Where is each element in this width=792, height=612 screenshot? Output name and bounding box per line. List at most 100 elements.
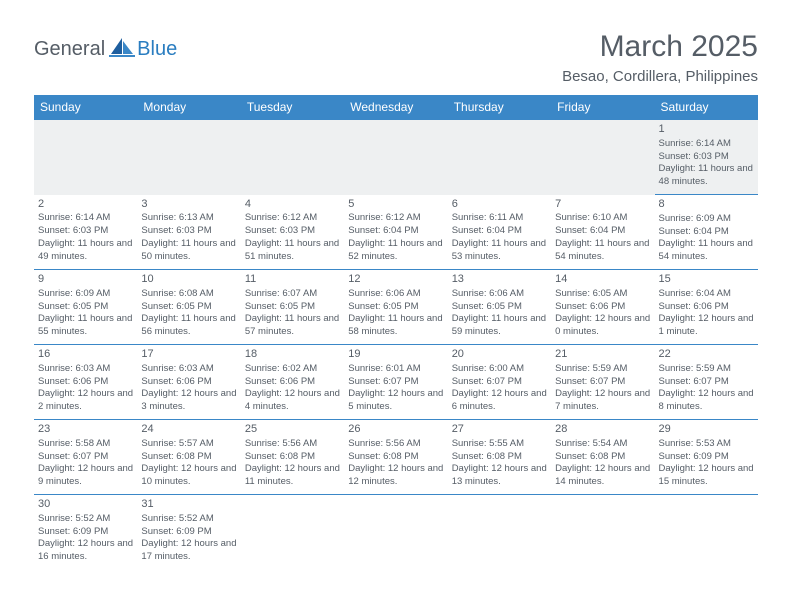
sunset-text: Sunset: 6:03 PM	[659, 151, 754, 164]
calendar-day-cell	[655, 495, 758, 570]
sunset-text: Sunset: 6:06 PM	[245, 376, 340, 389]
day-number: 27	[452, 422, 547, 437]
calendar-day-cell: 2Sunrise: 6:14 AMSunset: 6:03 PMDaylight…	[34, 195, 137, 270]
weekday-header-row: Sunday Monday Tuesday Wednesday Thursday…	[34, 95, 758, 120]
sunset-text: Sunset: 6:08 PM	[141, 451, 236, 464]
calendar-day-cell: 13Sunrise: 6:06 AMSunset: 6:05 PMDayligh…	[448, 270, 551, 345]
calendar-day-cell: 3Sunrise: 6:13 AMSunset: 6:03 PMDaylight…	[137, 195, 240, 270]
sunrise-text: Sunrise: 6:03 AM	[38, 363, 133, 376]
sunrise-text: Sunrise: 6:09 AM	[38, 288, 133, 301]
sunset-text: Sunset: 6:06 PM	[141, 376, 236, 389]
daylight-text: Daylight: 12 hours and 14 minutes.	[555, 463, 650, 489]
sunset-text: Sunset: 6:05 PM	[245, 301, 340, 314]
day-number: 29	[659, 422, 754, 437]
daylight-text: Daylight: 12 hours and 0 minutes.	[555, 313, 650, 339]
day-number: 30	[38, 497, 133, 512]
daylight-text: Daylight: 12 hours and 15 minutes.	[659, 463, 754, 489]
sunset-text: Sunset: 6:05 PM	[348, 301, 443, 314]
sunset-text: Sunset: 6:08 PM	[452, 451, 547, 464]
day-number: 8	[659, 197, 754, 212]
day-number: 13	[452, 272, 547, 287]
calendar-day-cell: 11Sunrise: 6:07 AMSunset: 6:05 PMDayligh…	[241, 270, 344, 345]
day-number: 2	[38, 197, 133, 212]
daylight-text: Daylight: 11 hours and 50 minutes.	[141, 238, 236, 264]
calendar-body: 1Sunrise: 6:14 AMSunset: 6:03 PMDaylight…	[34, 120, 758, 570]
calendar-day-cell: 17Sunrise: 6:03 AMSunset: 6:06 PMDayligh…	[137, 345, 240, 420]
sunset-text: Sunset: 6:07 PM	[659, 376, 754, 389]
sunrise-text: Sunrise: 6:00 AM	[452, 363, 547, 376]
calendar-day-cell: 21Sunrise: 5:59 AMSunset: 6:07 PMDayligh…	[551, 345, 654, 420]
calendar-day-cell: 14Sunrise: 6:05 AMSunset: 6:06 PMDayligh…	[551, 270, 654, 345]
sunset-text: Sunset: 6:05 PM	[38, 301, 133, 314]
logo-sail-icon	[109, 36, 135, 63]
sunrise-text: Sunrise: 6:14 AM	[38, 212, 133, 225]
calendar-week-row: 1Sunrise: 6:14 AMSunset: 6:03 PMDaylight…	[34, 120, 758, 195]
calendar-day-cell: 1Sunrise: 6:14 AMSunset: 6:03 PMDaylight…	[655, 120, 758, 195]
logo-text-general: General	[34, 38, 105, 61]
sunrise-text: Sunrise: 6:09 AM	[659, 213, 754, 226]
calendar-week-row: 30Sunrise: 5:52 AMSunset: 6:09 PMDayligh…	[34, 495, 758, 570]
sunrise-text: Sunrise: 6:03 AM	[141, 363, 236, 376]
sunrise-text: Sunrise: 6:05 AM	[555, 288, 650, 301]
calendar-day-cell: 5Sunrise: 6:12 AMSunset: 6:04 PMDaylight…	[344, 195, 447, 270]
sunset-text: Sunset: 6:07 PM	[348, 376, 443, 389]
day-number: 18	[245, 347, 340, 362]
sunrise-text: Sunrise: 6:01 AM	[348, 363, 443, 376]
sunset-text: Sunset: 6:04 PM	[348, 225, 443, 238]
daylight-text: Daylight: 11 hours and 55 minutes.	[38, 313, 133, 339]
sunrise-text: Sunrise: 5:58 AM	[38, 438, 133, 451]
daylight-text: Daylight: 12 hours and 4 minutes.	[245, 388, 340, 414]
sunrise-text: Sunrise: 5:59 AM	[555, 363, 650, 376]
sunset-text: Sunset: 6:04 PM	[555, 225, 650, 238]
sunset-text: Sunset: 6:05 PM	[141, 301, 236, 314]
calendar-day-cell	[551, 495, 654, 570]
day-number: 15	[659, 272, 754, 287]
day-number: 24	[141, 422, 236, 437]
sunset-text: Sunset: 6:06 PM	[659, 301, 754, 314]
day-number: 7	[555, 197, 650, 212]
daylight-text: Daylight: 12 hours and 9 minutes.	[38, 463, 133, 489]
calendar-day-cell: 10Sunrise: 6:08 AMSunset: 6:05 PMDayligh…	[137, 270, 240, 345]
daylight-text: Daylight: 11 hours and 57 minutes.	[245, 313, 340, 339]
calendar-day-cell	[344, 495, 447, 570]
daylight-text: Daylight: 11 hours and 59 minutes.	[452, 313, 547, 339]
calendar-day-cell	[448, 120, 551, 195]
sunrise-text: Sunrise: 6:14 AM	[659, 138, 754, 151]
daylight-text: Daylight: 12 hours and 1 minute.	[659, 313, 754, 339]
calendar-day-cell: 7Sunrise: 6:10 AMSunset: 6:04 PMDaylight…	[551, 195, 654, 270]
daylight-text: Daylight: 11 hours and 49 minutes.	[38, 238, 133, 264]
calendar-day-cell: 19Sunrise: 6:01 AMSunset: 6:07 PMDayligh…	[344, 345, 447, 420]
sunrise-text: Sunrise: 6:08 AM	[141, 288, 236, 301]
calendar-day-cell	[241, 120, 344, 195]
sunrise-text: Sunrise: 6:11 AM	[452, 212, 547, 225]
weekday-header: Sunday	[34, 95, 137, 120]
weekday-header: Friday	[551, 95, 654, 120]
day-number: 16	[38, 347, 133, 362]
day-number: 14	[555, 272, 650, 287]
weekday-header: Tuesday	[241, 95, 344, 120]
sunrise-text: Sunrise: 6:07 AM	[245, 288, 340, 301]
sunrise-text: Sunrise: 5:54 AM	[555, 438, 650, 451]
sunrise-text: Sunrise: 6:13 AM	[141, 212, 236, 225]
calendar-day-cell: 25Sunrise: 5:56 AMSunset: 6:08 PMDayligh…	[241, 420, 344, 495]
sunrise-text: Sunrise: 5:59 AM	[659, 363, 754, 376]
calendar-week-row: 16Sunrise: 6:03 AMSunset: 6:06 PMDayligh…	[34, 345, 758, 420]
sunrise-text: Sunrise: 6:10 AM	[555, 212, 650, 225]
day-number: 12	[348, 272, 443, 287]
sunset-text: Sunset: 6:06 PM	[38, 376, 133, 389]
day-number: 1	[659, 122, 754, 137]
daylight-text: Daylight: 11 hours and 58 minutes.	[348, 313, 443, 339]
sunrise-text: Sunrise: 5:55 AM	[452, 438, 547, 451]
weekday-header: Wednesday	[344, 95, 447, 120]
day-number: 5	[348, 197, 443, 212]
calendar-table: Sunday Monday Tuesday Wednesday Thursday…	[34, 95, 758, 569]
daylight-text: Daylight: 12 hours and 6 minutes.	[452, 388, 547, 414]
sunset-text: Sunset: 6:09 PM	[38, 526, 133, 539]
calendar-day-cell	[137, 120, 240, 195]
weekday-header: Thursday	[448, 95, 551, 120]
calendar-day-cell: 12Sunrise: 6:06 AMSunset: 6:05 PMDayligh…	[344, 270, 447, 345]
day-number: 10	[141, 272, 236, 287]
sunrise-text: Sunrise: 6:04 AM	[659, 288, 754, 301]
weekday-header: Saturday	[655, 95, 758, 120]
location-subtitle: Besao, Cordillera, Philippines	[34, 68, 758, 85]
